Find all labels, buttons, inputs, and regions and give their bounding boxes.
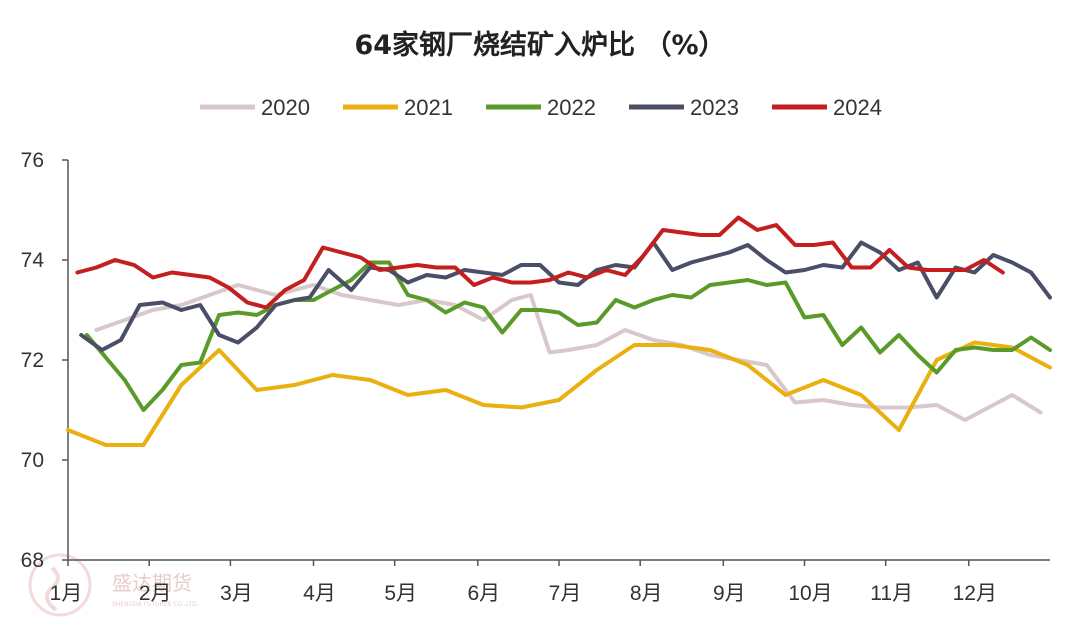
legend-label-2023: 2023 [690,95,739,120]
legend-label-2022: 2022 [547,95,596,120]
x-tick-label: 3月 [220,582,253,605]
x-tick-label: 12月 [953,582,997,605]
series-line-2020 [94,283,1043,422]
watermark: 盛达期货 SHENGDA FUTURES CO.,LTD. [28,553,199,617]
x-tick-label: 1月 [50,582,83,605]
watermark-subtext: SHENGDA FUTURES CO.,LTD. [112,601,199,608]
x-tick-label: 7月 [549,582,582,605]
watermark-logo-icon [28,553,92,617]
x-tick-label: 8月 [630,582,663,605]
x-tick-label: 6月 [467,582,500,605]
x-tick-label: 2月 [139,582,172,605]
x-tick-label: 4月 [303,582,336,605]
y-tick-label: 68 [21,549,44,572]
x-tick-label: 10月 [788,582,832,605]
series-line-2024 [75,215,1005,310]
legend-label-2021: 2021 [404,95,453,120]
watermark-logo-mark [44,566,60,612]
series-line-2023 [79,240,1052,352]
y-tick-label: 72 [21,349,44,372]
y-tick-label: 74 [21,249,45,272]
legend: 2020 2021 2022 2023 2024 [200,95,882,120]
x-tick-label: 5月 [384,582,417,605]
series-group [66,215,1052,447]
y-ticks: 68 70 72 74 76 [21,149,68,572]
watermark-text: 盛达期货 [112,571,192,595]
series-line-2022 [84,260,1052,412]
axes [67,160,1050,561]
x-ticks: 1月 2月 3月 4月 5月 6月 7月 8月 9月 10月 11月 12月 [50,560,997,605]
y-tick-label: 76 [21,149,44,172]
series-line-2021 [66,340,1052,447]
chart-title: 64家钢厂烧结矿入炉比 （%） [354,29,725,61]
x-tick-label: 11月 [870,582,913,605]
x-tick-label: 9月 [713,582,746,605]
legend-label-2024: 2024 [833,95,882,120]
y-tick-label: 70 [21,449,44,472]
legend-label-2020: 2020 [261,95,310,120]
